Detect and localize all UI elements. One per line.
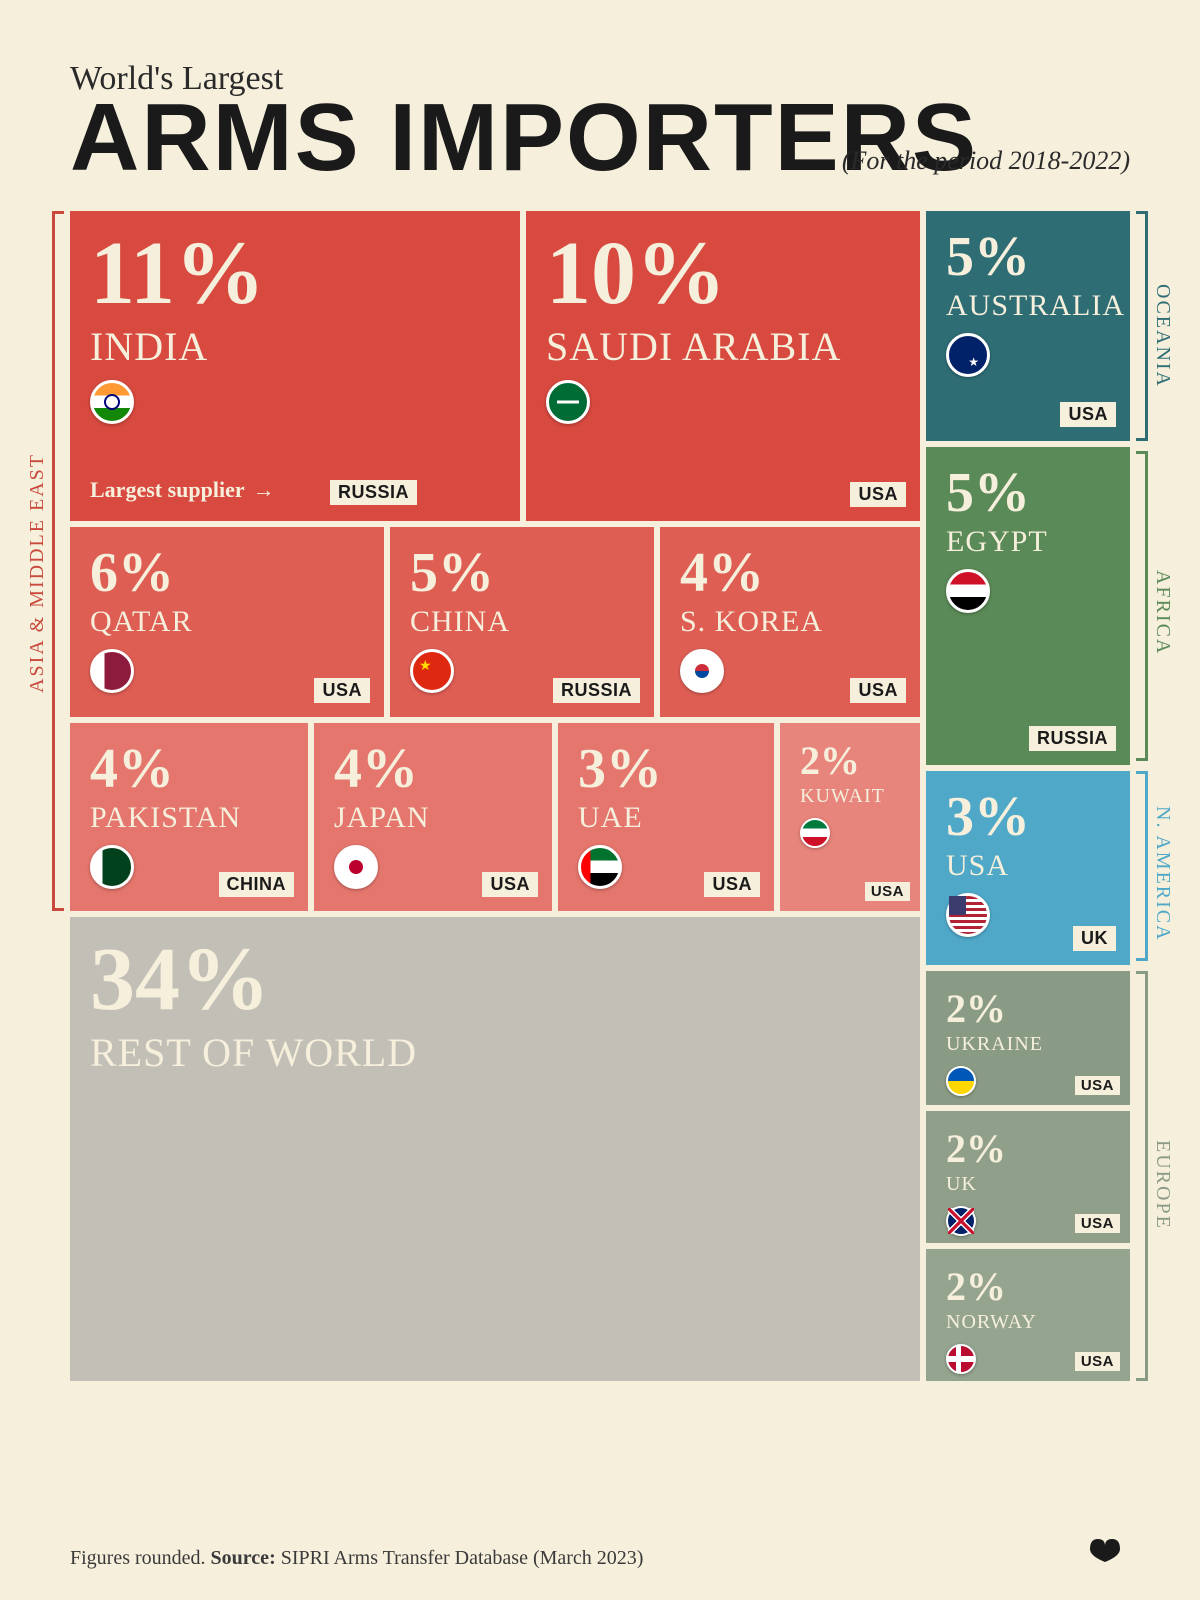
supplier-tag: USA <box>1075 1214 1120 1233</box>
flag-icon <box>946 1066 976 1096</box>
tile-country: REST OF WORLD <box>90 1029 900 1076</box>
tile-pakistan: 4% PAKISTAN CHINA <box>70 723 308 911</box>
tile-uae: 3% UAE USA <box>558 723 774 911</box>
tile-country: CHINA <box>410 605 634 639</box>
tile-japan: 4% JAPAN USA <box>314 723 552 911</box>
footer: Figures rounded. Source: SIPRI Arms Tran… <box>70 1547 643 1570</box>
region-label: OCEANIA <box>1151 284 1174 388</box>
tile-pct: 10% <box>546 229 900 319</box>
flag-icon <box>90 380 134 424</box>
tile-pct: 5% <box>946 465 1110 521</box>
tile-country: INDIA <box>90 323 500 370</box>
flag-icon <box>946 1206 976 1236</box>
logo-icon <box>1080 1522 1130 1575</box>
tile-country: UKRAINE <box>946 1033 1110 1056</box>
supplier-tag: RUSSIA <box>330 480 417 505</box>
tile-qatar: 6% QATAR USA <box>70 527 384 717</box>
tile-pct: 2% <box>946 1267 1110 1307</box>
tile-pct: 11% <box>90 229 500 319</box>
supplier-tag: USA <box>1075 1076 1120 1095</box>
supplier-tag: UK <box>1073 926 1116 951</box>
supplier-tag: USA <box>850 482 906 507</box>
flag-icon <box>946 1344 976 1374</box>
supplier-tag: USA <box>704 872 760 897</box>
tile-country: UK <box>946 1173 1110 1196</box>
tile-country: SAUDI ARABIA <box>546 323 900 370</box>
tile-pct: 34% <box>90 935 900 1025</box>
tile-country: PAKISTAN <box>90 801 288 835</box>
tile-pct: 2% <box>800 741 900 781</box>
flag-icon <box>578 845 622 889</box>
tile-usa: 3% USA UK <box>926 771 1130 965</box>
tile-pct: 3% <box>578 741 754 797</box>
flag-icon <box>800 818 830 848</box>
flag-icon <box>946 893 990 937</box>
tile-skorea: 4% S. KOREA USA <box>660 527 920 717</box>
tile-norway: 2% NORWAY USA <box>926 1249 1130 1381</box>
tile-india: 11%INDIA RUSSIA Largest supplier→ <box>70 211 520 521</box>
tile-australia: 5% AUSTRALIA USA <box>926 211 1130 441</box>
supplier-tag: USA <box>482 872 538 897</box>
footer-source: SIPRI Arms Transfer Database (March 2023… <box>281 1547 644 1569</box>
region-bracket <box>1136 451 1148 761</box>
flag-icon <box>946 569 990 613</box>
flag-icon <box>946 333 990 377</box>
footer-source-label: Source: <box>211 1547 276 1569</box>
header: World's Largest ARMS IMPORTERS (For the … <box>70 60 1130 186</box>
flag-icon <box>410 649 454 693</box>
flag-icon <box>90 649 134 693</box>
flag-icon <box>546 380 590 424</box>
tile-pct: 5% <box>410 545 634 601</box>
period: (For the period 2018-2022) <box>842 146 1130 176</box>
treemap: ASIA & MIDDLE EASTOCEANIAAFRICAN. AMERIC… <box>70 211 1130 1381</box>
flag-icon <box>90 845 134 889</box>
tile-pct: 2% <box>946 1129 1110 1169</box>
supplier-tag: RUSSIA <box>1029 726 1116 751</box>
tile-pct: 2% <box>946 989 1110 1029</box>
tile-pct: 5% <box>946 229 1110 285</box>
region-bracket <box>1136 771 1148 961</box>
region-bracket <box>1136 211 1148 441</box>
tile-country: UAE <box>578 801 754 835</box>
supplier-tag: USA <box>865 882 910 901</box>
tile-country: USA <box>946 849 1110 883</box>
region-bracket <box>52 211 64 911</box>
tile-pct: 6% <box>90 545 364 601</box>
tile-kuwait: 2% KUWAIT USA <box>780 723 920 911</box>
flag-icon <box>680 649 724 693</box>
region-label: ASIA & MIDDLE EAST <box>26 453 49 693</box>
tile-country: AUSTRALIA <box>946 289 1110 323</box>
tile-pct: 4% <box>90 741 288 797</box>
tile-country: KUWAIT <box>800 785 900 808</box>
supplier-tag: USA <box>314 678 370 703</box>
region-label: N. AMERICA <box>1151 806 1174 942</box>
region-label: EUROPE <box>1151 1140 1174 1230</box>
supplier-tag: RUSSIA <box>553 678 640 703</box>
supplier-tag: CHINA <box>219 872 295 897</box>
tile-china: 5% CHINA RUSSIA <box>390 527 654 717</box>
tile-pct: 3% <box>946 789 1110 845</box>
tile-saudi: 10%SAUDI ARABIA USA <box>526 211 920 521</box>
supplier-tag: USA <box>1060 402 1116 427</box>
tile-pct: 4% <box>334 741 532 797</box>
supplier-legend: Largest supplier→ <box>90 477 283 503</box>
tile-uk: 2% UK USA <box>926 1111 1130 1243</box>
supplier-tag: USA <box>1075 1352 1120 1371</box>
tile-country: NORWAY <box>946 1311 1110 1334</box>
tile-country: EGYPT <box>946 525 1110 559</box>
flag-icon <box>334 845 378 889</box>
tile-rest: 34%REST OF WORLD <box>70 917 920 1381</box>
tile-ukraine: 2% UKRAINE USA <box>926 971 1130 1105</box>
tile-country: S. KOREA <box>680 605 900 639</box>
region-bracket <box>1136 971 1148 1381</box>
supplier-tag: USA <box>850 678 906 703</box>
tile-egypt: 5% EGYPT RUSSIA <box>926 447 1130 765</box>
region-label: AFRICA <box>1151 570 1174 655</box>
tile-country: JAPAN <box>334 801 532 835</box>
footer-note: Figures rounded. <box>70 1547 206 1569</box>
tile-pct: 4% <box>680 545 900 601</box>
tile-country: QATAR <box>90 605 364 639</box>
